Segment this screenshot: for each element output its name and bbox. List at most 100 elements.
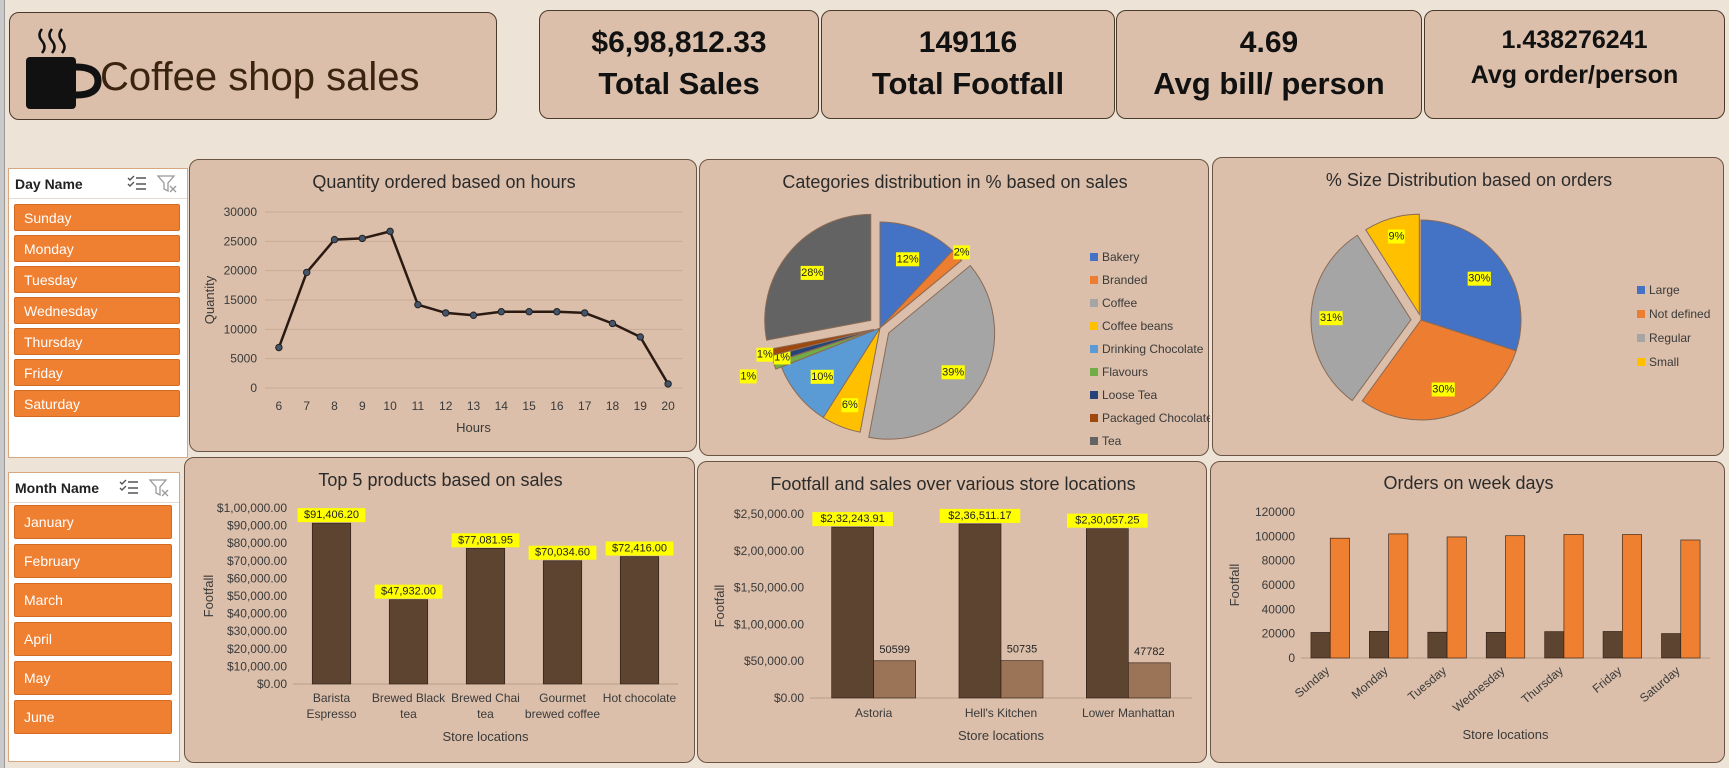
bar bbox=[465, 548, 506, 685]
data-label: 12% bbox=[897, 253, 919, 265]
y-tick-label: $80,000.00 bbox=[227, 536, 287, 550]
chart-title: Top 5 products based on sales bbox=[318, 470, 562, 490]
slicer-item-march[interactable]: March bbox=[14, 583, 172, 617]
bar bbox=[873, 660, 916, 699]
kpi-avg-order: 1.438276241 Avg order/person bbox=[1424, 10, 1725, 119]
data-label-bg bbox=[1319, 311, 1343, 326]
y-tick-label: 25000 bbox=[224, 234, 258, 248]
y-tick-label: $0.00 bbox=[257, 677, 287, 691]
y-tick-label: $2,50,000.00 bbox=[734, 507, 804, 521]
data-label-bg bbox=[812, 512, 893, 527]
x-tick-label: Wednesday bbox=[1450, 664, 1507, 715]
bar bbox=[1000, 660, 1044, 699]
x-tick-label: Espresso bbox=[306, 707, 356, 721]
legend-entry: Flavours bbox=[1102, 365, 1148, 379]
chart-sizes: % Size Distribution based on orders 30% 30… bbox=[1212, 157, 1724, 456]
data-label: 1% bbox=[740, 370, 756, 382]
y-tick-label: $1,50,000.00 bbox=[734, 581, 804, 595]
kpi-avg-bill: 4.69 Avg bill/ person bbox=[1116, 10, 1422, 119]
kpi-value: $6,98,812.33 bbox=[591, 26, 767, 59]
data-point bbox=[275, 343, 283, 352]
data-label: 47782 bbox=[1134, 646, 1165, 658]
data-label-bg bbox=[297, 508, 366, 523]
x-tick-label: Hot chocolate bbox=[603, 691, 677, 705]
bar bbox=[1388, 533, 1409, 659]
x-tick-label: 20 bbox=[661, 399, 675, 413]
slicer-item-january[interactable]: January bbox=[14, 505, 172, 539]
slicer-item-april[interactable]: April bbox=[14, 622, 172, 656]
data-label: 30% bbox=[1432, 383, 1454, 395]
bar-chart-top5: Top 5 products based on sales $0.00 $10,00… bbox=[201, 470, 678, 744]
legend-entry: Branded bbox=[1102, 273, 1147, 287]
x-tick-label: 12 bbox=[439, 399, 453, 413]
chart-title: Orders on week days bbox=[1383, 473, 1553, 493]
data-label-bg bbox=[528, 545, 597, 560]
data-point bbox=[414, 300, 422, 309]
y-tick-label: 20000 bbox=[224, 264, 258, 278]
legend-entry: Tea bbox=[1102, 434, 1122, 448]
x-tick-label: tea bbox=[477, 707, 494, 721]
slicer-item-monday[interactable]: Monday bbox=[14, 235, 180, 262]
y-tick-label: 5000 bbox=[230, 352, 257, 366]
data-label: 1% bbox=[757, 349, 773, 361]
chart-title: % Size Distribution based on orders bbox=[1326, 170, 1612, 190]
chart-stores: Footfall and sales over various store lo… bbox=[697, 461, 1207, 763]
bar bbox=[958, 523, 1002, 699]
slicer-item-may[interactable]: May bbox=[14, 661, 172, 695]
slicer-item-february[interactable]: February bbox=[14, 544, 172, 578]
clear-filter-icon[interactable] bbox=[157, 174, 177, 193]
bar bbox=[1086, 528, 1129, 699]
legend-swatch bbox=[1090, 253, 1098, 261]
chart-categories: Categories distribution in % based on sa… bbox=[699, 159, 1210, 456]
y-tick-label: 120000 bbox=[1255, 505, 1295, 519]
x-axis-label: Store locations bbox=[1463, 727, 1549, 742]
data-point bbox=[553, 308, 561, 316]
data-point bbox=[497, 308, 505, 316]
line-chart-hours: Quantity ordered based on hours 0 5000 1000… bbox=[202, 172, 682, 435]
multi-select-icon[interactable] bbox=[119, 479, 139, 495]
chart-title: Quantity ordered based on hours bbox=[312, 172, 575, 192]
bar-chart-stores: Footfall and sales over various store lo… bbox=[712, 474, 1192, 743]
slicer-item-saturday[interactable]: Saturday bbox=[14, 390, 180, 417]
slicer-item-thursday[interactable]: Thursday bbox=[14, 328, 180, 355]
x-tick-label: Thursday bbox=[1519, 664, 1566, 707]
multi-select-icon[interactable] bbox=[127, 175, 147, 191]
data-label: $77,081.95 bbox=[458, 534, 513, 546]
bar bbox=[1602, 631, 1623, 659]
x-tick-label: Saturday bbox=[1637, 664, 1683, 706]
legend-swatch bbox=[1637, 358, 1645, 366]
bar bbox=[1544, 631, 1565, 659]
x-tick-label: 8 bbox=[331, 399, 338, 413]
clear-filter-icon[interactable] bbox=[149, 478, 169, 497]
data-label-bg bbox=[739, 369, 757, 384]
data-label-bg bbox=[451, 533, 520, 548]
y-tick-label: 10000 bbox=[224, 322, 258, 336]
kpi-label: Total Sales bbox=[598, 66, 760, 101]
data-label: $70,034.60 bbox=[535, 547, 590, 559]
data-label: 50599 bbox=[879, 644, 910, 656]
y-tick-label: 40000 bbox=[1262, 602, 1296, 616]
data-label-bg bbox=[953, 245, 971, 260]
slicer-item-wednesday[interactable]: Wednesday bbox=[14, 297, 180, 324]
data-label-bg bbox=[756, 347, 774, 362]
bar bbox=[1485, 632, 1506, 659]
bar bbox=[388, 599, 429, 685]
slicer-item-tuesday[interactable]: Tuesday bbox=[14, 266, 180, 293]
pie-chart-categories: Categories distribution in % based on sa… bbox=[739, 172, 1210, 448]
x-tick-label: 16 bbox=[550, 399, 564, 413]
pie-chart-sizes: % Size Distribution based on orders 30% 30… bbox=[1310, 170, 1710, 421]
x-tick-label: Sunday bbox=[1292, 664, 1332, 701]
slicer-item-sunday[interactable]: Sunday bbox=[14, 204, 180, 231]
data-label: $2,32,243.91 bbox=[821, 513, 885, 525]
y-tick-label: $20,000.00 bbox=[227, 642, 287, 656]
y-tick-label: $50,000.00 bbox=[227, 589, 287, 603]
y-tick-label: $90,000.00 bbox=[227, 519, 287, 533]
data-point bbox=[330, 235, 339, 244]
data-label: 2% bbox=[954, 246, 970, 258]
slicer-header: Month Name bbox=[9, 473, 179, 503]
slicer-item-friday[interactable]: Friday bbox=[14, 359, 180, 386]
bar bbox=[1427, 631, 1448, 659]
data-label: 10% bbox=[811, 371, 833, 383]
slicer-item-june[interactable]: June bbox=[14, 700, 172, 734]
y-tick-label: $30,000.00 bbox=[227, 624, 287, 638]
